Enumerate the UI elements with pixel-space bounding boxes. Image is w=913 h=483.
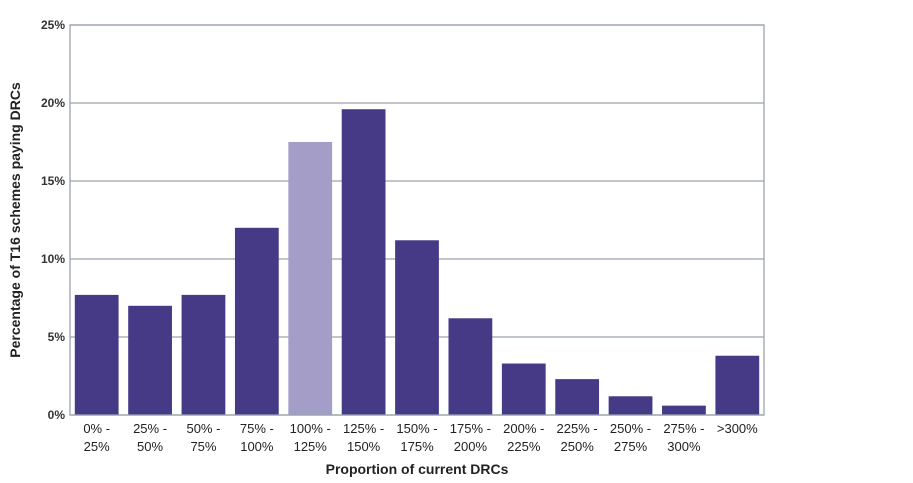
- bar: [128, 305, 172, 415]
- y-tick-label: 0%: [48, 408, 66, 422]
- bar: [715, 355, 760, 415]
- bar: [288, 142, 333, 415]
- plot-frame: [69, 24, 765, 416]
- x-tick-label: 150% -175%: [396, 421, 437, 454]
- x-tick-label: 200% -225%: [503, 421, 544, 454]
- x-tick-label: 225% -250%: [557, 421, 598, 454]
- y-axis-ticks: 0% 5% 10% 15% 20% 25%: [41, 18, 65, 422]
- x-tick-label: 75% -100%: [240, 421, 274, 454]
- y-tick-label: 25%: [41, 18, 65, 32]
- x-axis-ticks: 0% -25% 25% -50% 50% -75% 75% -100% 100% -12…: [83, 421, 758, 454]
- y-tick-label: 15%: [41, 174, 65, 188]
- bar: [74, 294, 119, 415]
- bar: [501, 363, 546, 415]
- y-tick-label: 10%: [41, 252, 65, 266]
- x-tick-label: 25% -50%: [133, 421, 167, 454]
- x-tick-label: 250% -275%: [610, 421, 651, 454]
- bar: [181, 294, 226, 415]
- y-tick-label: 20%: [41, 96, 65, 110]
- x-tick-label: 125% -150%: [343, 421, 384, 454]
- bar: [608, 396, 653, 415]
- x-tick-label: >300%: [717, 421, 758, 436]
- x-tick-label: 275% -300%: [663, 421, 704, 454]
- bar: [395, 240, 439, 415]
- x-axis-title: Proportion of current DRCs: [326, 461, 509, 477]
- bars: [74, 109, 760, 416]
- bar: [448, 318, 493, 415]
- x-tick-label: 50% -75%: [186, 421, 220, 454]
- bar: [662, 405, 706, 415]
- bar: [341, 109, 386, 416]
- x-tick-label: 175% -200%: [450, 421, 491, 454]
- bar: [234, 227, 279, 415]
- bar: [555, 379, 600, 415]
- y-axis-title: Percentage of T16 schemes paying DRCs: [7, 82, 23, 358]
- x-tick-label: 100% -125%: [290, 421, 331, 454]
- x-tick-label: 0% -25%: [83, 421, 110, 454]
- y-tick-label: 5%: [48, 330, 66, 344]
